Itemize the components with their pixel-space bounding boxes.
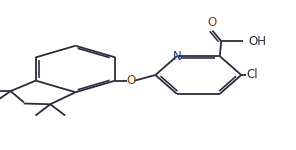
Text: O: O bbox=[208, 16, 217, 29]
Text: Cl: Cl bbox=[247, 69, 258, 81]
Text: O: O bbox=[126, 74, 135, 87]
Text: OH: OH bbox=[248, 35, 266, 48]
Text: N: N bbox=[173, 50, 181, 63]
